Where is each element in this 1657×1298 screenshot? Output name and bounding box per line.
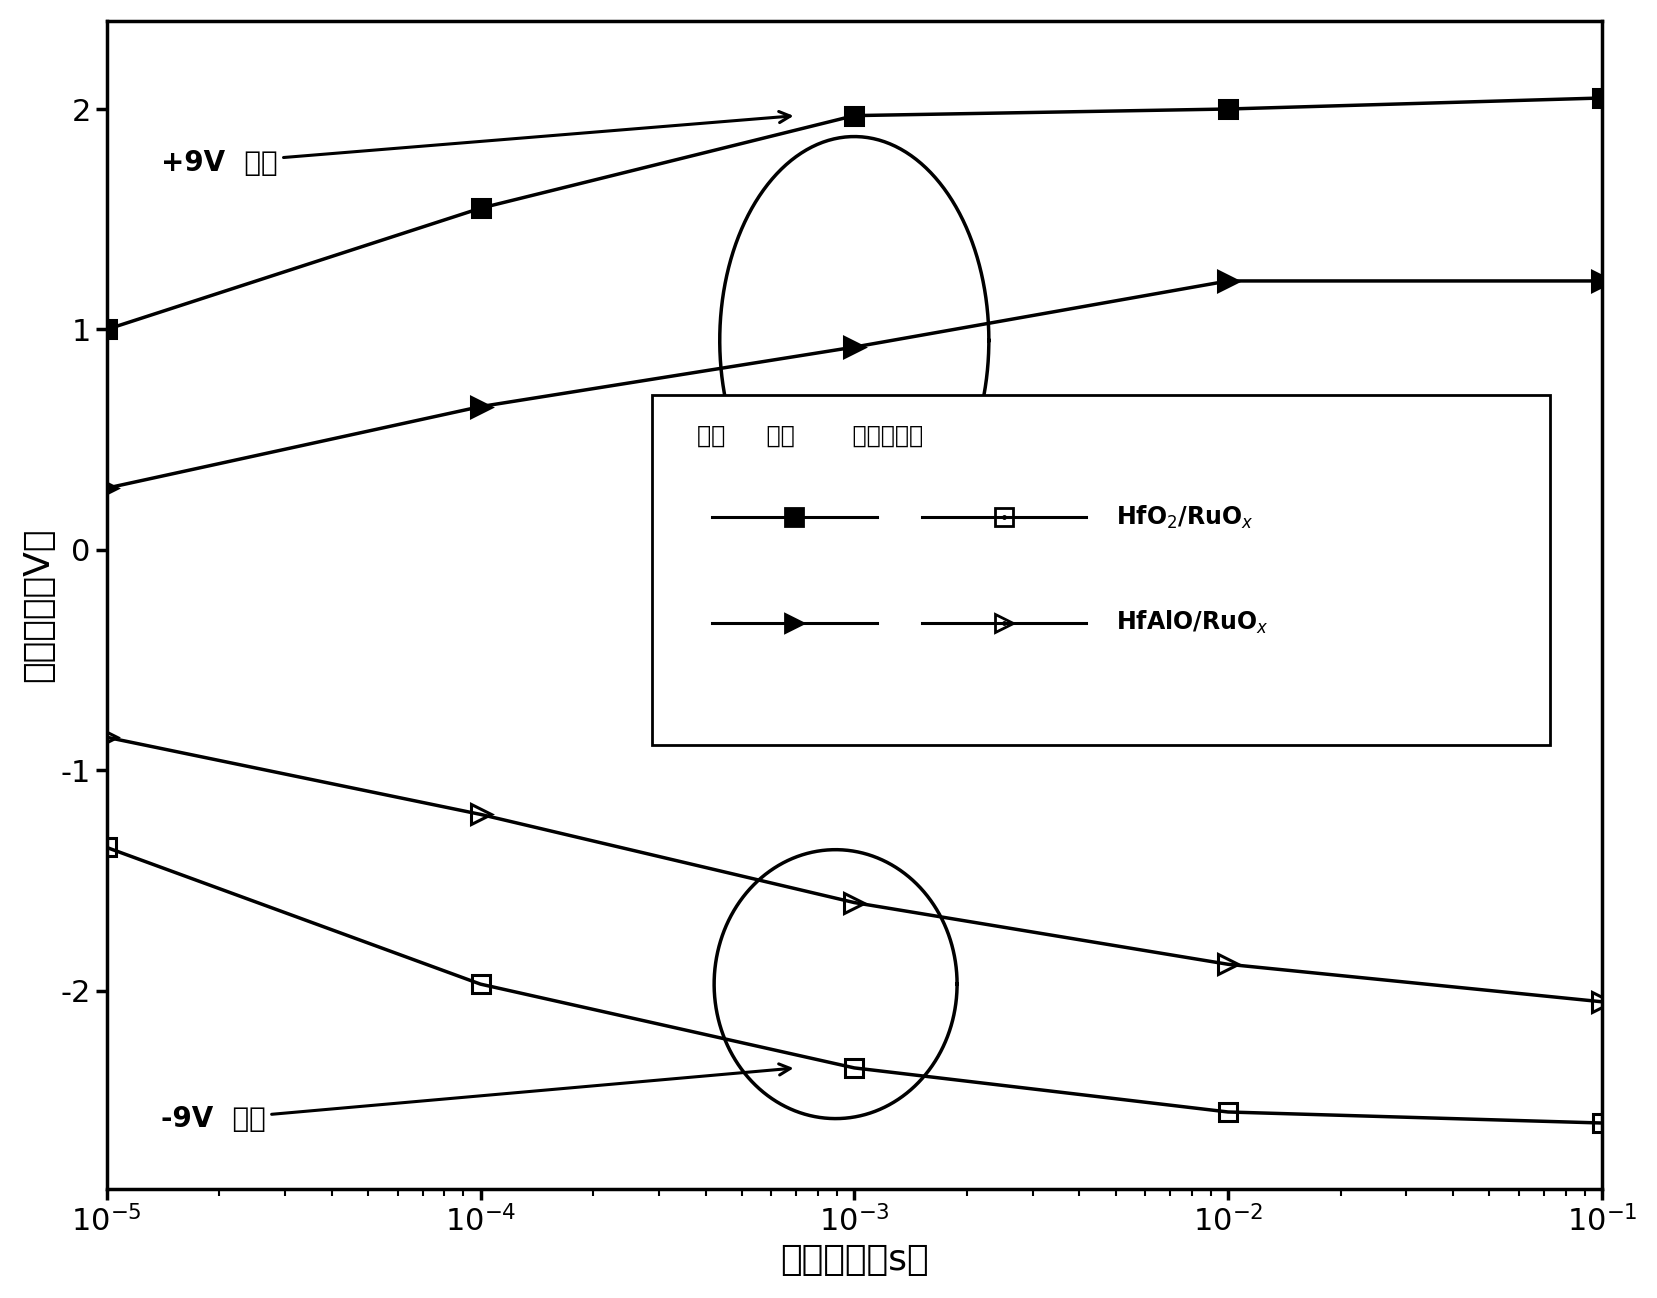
Text: +9V  编程: +9V 编程 [161,112,790,177]
Text: HfAlO/RuO$_x$: HfAlO/RuO$_x$ [1115,609,1268,636]
Y-axis label: 平带电压（V）: 平带电压（V） [22,528,55,683]
X-axis label: 脉冲时间（s）: 脉冲时间（s） [779,1243,928,1277]
FancyBboxPatch shape [653,395,1549,745]
Text: HfO$_2$/RuO$_x$: HfO$_2$/RuO$_x$ [1115,504,1253,531]
Text: 编程     擦除       电荷俘获层: 编程 擦除 电荷俘获层 [698,424,923,448]
Text: -9V  擦除: -9V 擦除 [161,1064,790,1133]
